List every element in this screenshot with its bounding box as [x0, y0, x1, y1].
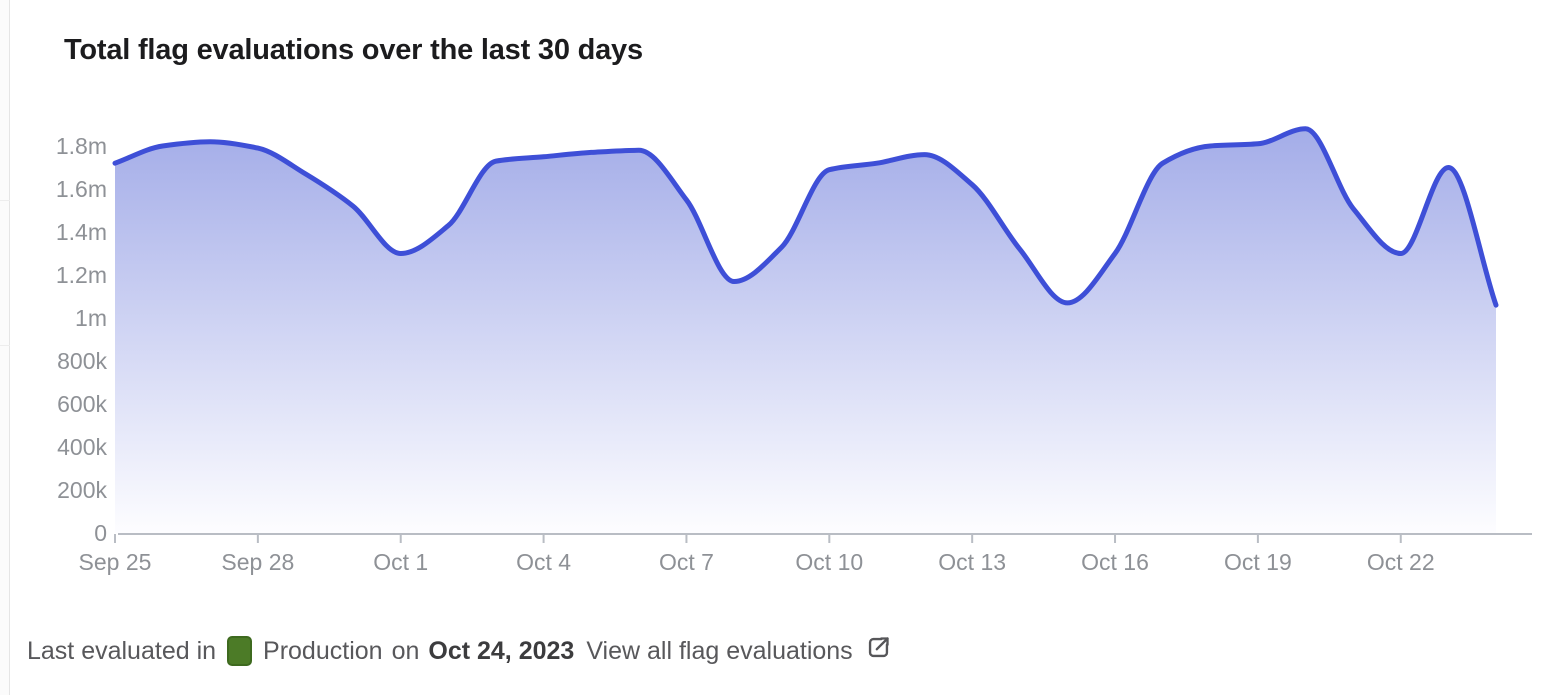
svg-text:Oct 1: Oct 1 [373, 549, 428, 575]
svg-text:0: 0 [94, 520, 107, 546]
environment-name: Production [263, 636, 383, 665]
svg-text:400k: 400k [57, 434, 107, 460]
cropped-left-panel-edge [0, 0, 10, 695]
view-all-flag-evaluations-link[interactable]: View all flag evaluations [586, 634, 891, 668]
svg-text:200k: 200k [57, 477, 107, 503]
area-fill [115, 128, 1496, 534]
svg-text:Oct 19: Oct 19 [1224, 549, 1292, 575]
svg-text:Sep 25: Sep 25 [79, 549, 152, 575]
environment-color-swatch [227, 636, 253, 666]
x-axis-labels: Sep 25 Sep 28 Oct 1 Oct 4 Oct 7 Oct 10 Oct 13 O… [79, 549, 1435, 575]
svg-text:Sep 28: Sep 28 [221, 549, 294, 575]
chart-title: Total flag evaluations over the last 30 … [64, 34, 643, 66]
svg-text:Oct 10: Oct 10 [795, 549, 863, 575]
svg-text:Oct 13: Oct 13 [938, 549, 1006, 575]
svg-text:600k: 600k [57, 391, 107, 417]
svg-text:1.8m: 1.8m [56, 133, 107, 159]
y-axis-labels: 0 200k 400k 600k 800k 1m 1.2m 1.4m 1.6m 1.8m [56, 133, 108, 546]
svg-text:1.2m: 1.2m [56, 262, 107, 288]
last-evaluated-prefix: Last evaluated in [27, 636, 217, 665]
svg-text:1.4m: 1.4m [56, 219, 107, 245]
svg-text:1m: 1m [75, 305, 107, 331]
panel-row-divider [0, 345, 10, 346]
svg-text:800k: 800k [57, 348, 107, 374]
last-evaluated-connector: on [391, 636, 420, 665]
svg-text:Oct 4: Oct 4 [516, 549, 571, 575]
external-link-icon [865, 634, 892, 668]
last-evaluated-row: Last evaluated in Production on Oct 24, … [27, 633, 892, 669]
svg-text:Oct 7: Oct 7 [659, 549, 714, 575]
view-all-link-label: View all flag evaluations [586, 636, 853, 665]
svg-text:1.6m: 1.6m [56, 176, 107, 202]
trend-line [112, 126, 1499, 308]
panel-row-divider [0, 200, 10, 201]
svg-text:Oct 16: Oct 16 [1081, 549, 1149, 575]
x-axis [114, 533, 1532, 543]
last-evaluated-date: Oct 24, 2023 [428, 636, 575, 665]
svg-text:Oct 22: Oct 22 [1367, 549, 1435, 575]
